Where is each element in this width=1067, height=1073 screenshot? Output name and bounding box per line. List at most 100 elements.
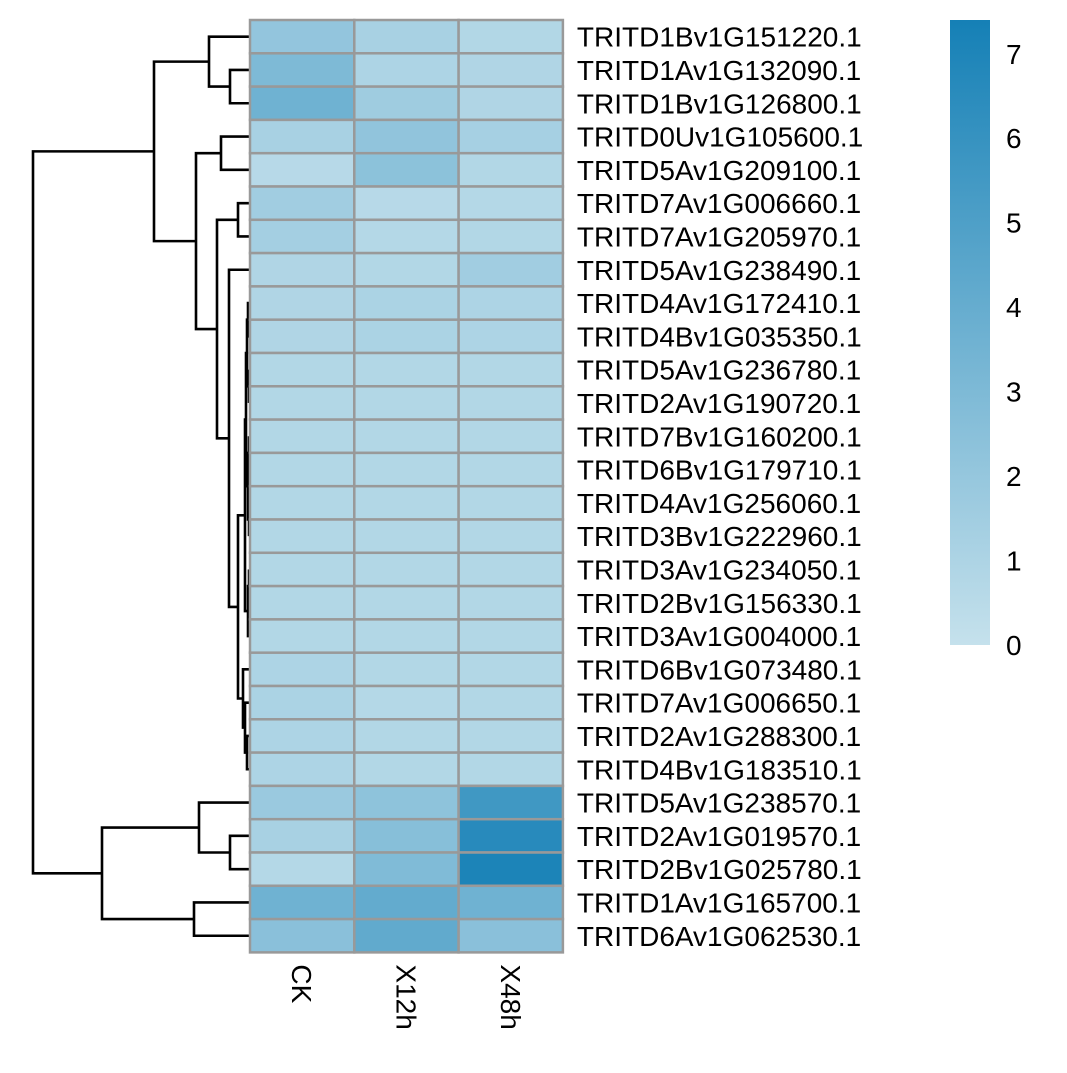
heatmap-cell: [248, 251, 356, 288]
legend-tick-label: 3: [1006, 377, 1022, 408]
heatmap-cell: [457, 618, 565, 654]
heatmap-cell: [353, 18, 460, 55]
heatmap-cell: [353, 251, 460, 288]
heatmap-cell: [457, 584, 565, 621]
heatmap-cell: [457, 784, 565, 821]
heatmap-cell: [457, 318, 565, 355]
heatmap-cell: [248, 218, 356, 255]
heatmap-cell: [353, 718, 460, 754]
heatmap-cell: [353, 218, 460, 255]
heatmap-cell: [353, 385, 460, 421]
heatmap-cell: [353, 451, 460, 488]
heatmap-cell: [353, 52, 460, 88]
legend-tick-label: 2: [1006, 461, 1022, 492]
dendrogram-branch: [245, 734, 249, 771]
dendrogram-branch: [236, 201, 249, 238]
heatmap-cell: [353, 551, 460, 588]
heatmap-cell: [248, 118, 356, 155]
color-legend: 0 1 2 3 4 5 6 7: [950, 20, 1022, 661]
dendrogram-branch: [100, 826, 199, 921]
heatmap-cell: [353, 884, 460, 921]
heatmap-cell: [457, 118, 565, 155]
heatmap-cell: [457, 851, 565, 888]
heatmap-cell: [457, 351, 565, 388]
heatmap-cell: [248, 851, 356, 888]
heatmap-cell: [353, 118, 460, 155]
column-labels: CK X12h X48h: [286, 964, 526, 1029]
heatmap-cell: [457, 52, 565, 88]
row-label: TRITD0Uv1G105600.1: [577, 122, 863, 153]
heatmap-cell: [353, 618, 460, 654]
heatmap-cell: [457, 651, 565, 688]
heatmap-cell: [353, 784, 460, 821]
heatmap-cell: [248, 751, 356, 788]
row-label: TRITD2Bv1G156330.1: [577, 588, 862, 619]
row-label: TRITD2Av1G288300.1: [577, 721, 861, 752]
legend-tick-label: 1: [1006, 546, 1022, 577]
row-label: TRITD2Bv1G025780.1: [577, 854, 862, 885]
heatmap-cell: [457, 684, 565, 721]
heatmap-cell: [353, 817, 460, 854]
dendrogram-branch: [152, 60, 209, 243]
heatmap-cell: [353, 751, 460, 788]
row-label: TRITD6Bv1G073480.1: [577, 654, 862, 685]
heatmap-cell: [457, 518, 565, 555]
column-label: X48h: [495, 964, 526, 1029]
row-label: TRITD4Av1G172410.1: [577, 288, 861, 319]
dendrogram-branch: [219, 135, 249, 172]
heatmap-cell: [248, 418, 356, 455]
heatmap-cell: [457, 817, 565, 854]
heatmap-cell: [353, 85, 460, 122]
heatmap-cell: [248, 351, 356, 388]
dendrogram-branch: [228, 68, 249, 105]
heatmap-cell: [248, 484, 356, 521]
row-label: TRITD2Av1G190720.1: [577, 388, 861, 419]
column-label: X12h: [390, 964, 421, 1029]
row-label: TRITD1Bv1G126800.1: [577, 88, 862, 119]
heatmap-cell: [353, 151, 460, 188]
dendrogram-branch: [31, 150, 154, 875]
heatmap-cell: [248, 318, 356, 355]
legend-tick-label: 6: [1006, 123, 1022, 154]
row-label: TRITD5Av1G238570.1: [577, 788, 861, 819]
heatmap-cell: [457, 151, 565, 188]
heatmap-cell: [457, 85, 565, 122]
row-labels: TRITD1Bv1G151220.1TRITD1Av1G132090.1TRIT…: [577, 22, 863, 952]
heatmap-cell: [248, 817, 356, 854]
heatmap-cell: [248, 584, 356, 621]
heatmap-cell: [353, 684, 460, 721]
column-label: CK: [286, 964, 317, 1003]
heatmap-cell: [457, 285, 565, 321]
heatmap-cell: [248, 884, 356, 921]
legend-tick-label: 5: [1006, 208, 1022, 239]
row-dendrogram: [31, 35, 251, 938]
row-label: TRITD7Av1G006660.1: [577, 188, 861, 219]
legend-tick-label: 4: [1006, 292, 1022, 323]
heatmap-cell: [353, 584, 460, 621]
heatmap-cell: [248, 52, 356, 88]
heatmap-cell: [457, 718, 565, 754]
row-label: TRITD2Av1G019570.1: [577, 821, 861, 852]
heatmap-cell: [457, 251, 565, 288]
heatmap-cell: [248, 784, 356, 821]
row-label: TRITD7Av1G006650.1: [577, 688, 861, 719]
row-label: TRITD5Av1G209100.1: [577, 155, 861, 186]
row-label: TRITD6Bv1G179710.1: [577, 455, 862, 486]
heatmap-cell: [248, 684, 356, 721]
dendrogram-branch: [192, 901, 249, 938]
heatmap-cell: [353, 285, 460, 321]
heatmap-cell: [353, 651, 460, 688]
legend-color-bar: [950, 20, 990, 645]
row-label: TRITD1Bv1G151220.1: [577, 22, 862, 53]
heatmap-cell: [457, 917, 565, 954]
row-label: TRITD3Bv1G222960.1: [577, 521, 862, 552]
heatmap-cell: [248, 85, 356, 122]
dendrogram-branch: [215, 218, 238, 440]
row-label: TRITD3Av1G234050.1: [577, 554, 861, 585]
heatmap-cell: [248, 917, 356, 954]
row-label: TRITD7Bv1G160200.1: [577, 421, 862, 452]
heatmap-cell: [353, 185, 460, 222]
row-label: TRITD5Av1G236780.1: [577, 355, 861, 386]
heatmap-cell: [248, 518, 356, 555]
